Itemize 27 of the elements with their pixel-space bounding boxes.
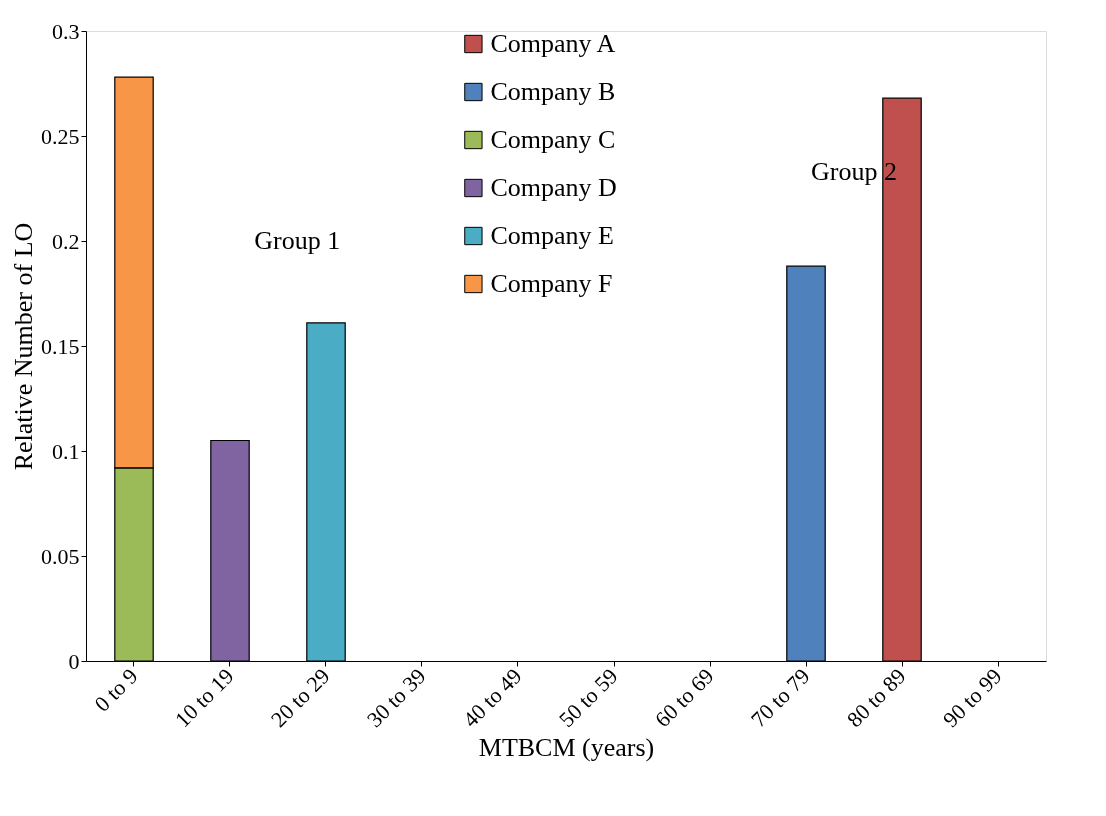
y-tick-label: 0.25	[41, 123, 80, 149]
y-tick-label: 0.15	[41, 333, 80, 359]
x-tick-label: 30 to 39	[361, 663, 431, 732]
x-tick-label: 10 to 19	[169, 663, 239, 732]
legend-label: Company C	[490, 125, 616, 154]
annotation: Group 2	[811, 156, 897, 186]
x-tick-label: 70 to 79	[745, 663, 815, 732]
y-tick-label: 0.3	[52, 18, 80, 44]
annotation: Group 1	[254, 226, 341, 255]
y-tick-label: 0	[68, 648, 80, 674]
x-tick-label: 40 to 49	[457, 663, 527, 732]
y-tick-label: 0.2	[52, 228, 80, 254]
legend-label: Company F	[490, 269, 613, 298]
y-tick-label: 0.05	[41, 543, 80, 569]
x-tick-label: 80 to 89	[841, 663, 911, 732]
x-tick-label: 90 to 99	[937, 663, 1007, 732]
legend-label: Company D	[490, 173, 617, 202]
x-axis-title: MTBCM (years)	[478, 733, 655, 763]
x-tick-label: 20 to 29	[265, 663, 335, 732]
x-tick-label: 50 to 59	[553, 663, 623, 732]
y-axis-title: Relative Number of LO	[9, 222, 38, 471]
legend-label: Company A	[490, 29, 616, 58]
x-tick-label: 60 to 69	[649, 663, 719, 732]
legend-label: Company B	[490, 77, 616, 106]
x-tick-label: 0 to 9	[89, 663, 143, 717]
legend-label: Company E	[490, 221, 614, 250]
y-tick-label: 0.1	[52, 438, 80, 464]
